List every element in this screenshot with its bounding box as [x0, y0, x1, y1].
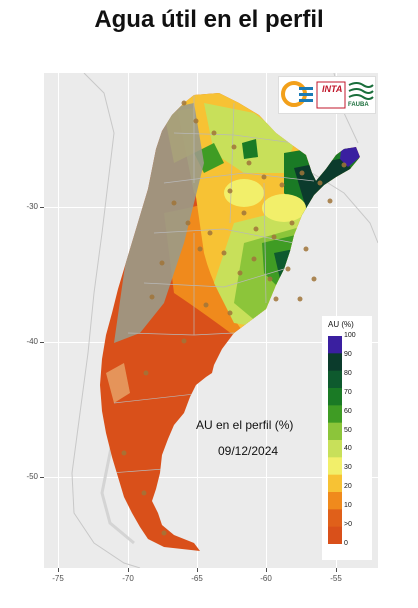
- legend-label: >0: [344, 521, 352, 529]
- x-tick-label: -65: [191, 574, 203, 583]
- x-tick-mark: [336, 568, 337, 572]
- y-tick-mark: [40, 207, 44, 208]
- legend-swatch: [328, 422, 342, 441]
- legend-label: 40: [344, 445, 352, 453]
- x-tick-label: -70: [122, 574, 134, 583]
- page-title: Agua útil en el perfil: [94, 6, 324, 33]
- argentina-map: [71, 73, 378, 568]
- y-tick-mark: [40, 342, 44, 343]
- y-tick-label: -30: [26, 202, 38, 211]
- grid-line: [58, 73, 59, 568]
- x-tick-mark: [58, 568, 59, 572]
- legend-label: 100: [344, 332, 356, 339]
- legend-swatch: [328, 388, 342, 406]
- x-tick-mark: [197, 568, 198, 572]
- fauba-logo-text: FAUBA: [348, 102, 369, 108]
- color-legend: AU (%) 100 90 80 70 60 50 40 30 20 10 >0 0: [322, 316, 372, 560]
- legend-swatch: [328, 457, 342, 476]
- legend-label: 90: [344, 350, 352, 358]
- x-tick-label: -60: [260, 574, 272, 583]
- inta-logo-text: INTA: [322, 84, 343, 94]
- province-boundaries: [109, 95, 315, 474]
- legend-label: 50: [344, 426, 352, 434]
- x-tick-mark: [128, 568, 129, 572]
- legend-swatch: [328, 474, 342, 493]
- legend-swatch: [328, 370, 342, 389]
- map-annotation-title: AU en el perfil (%): [196, 418, 294, 432]
- neighbor-outline: [311, 172, 378, 244]
- y-tick-label: -40: [26, 337, 38, 346]
- legend-label: 70: [344, 388, 352, 396]
- legend-swatch: [328, 353, 342, 372]
- legend-label: 30: [344, 464, 352, 472]
- legend-swatch: [328, 405, 342, 424]
- logo-panel: [278, 76, 376, 114]
- legend-label: 10: [344, 502, 352, 510]
- legend-title: AU (%): [328, 320, 354, 329]
- legend-swatch: [328, 509, 342, 528]
- legend-label: 20: [344, 483, 352, 491]
- legend-label: 80: [344, 369, 352, 377]
- neighbor-outline: [71, 73, 141, 568]
- x-tick-label: -75: [52, 574, 64, 583]
- legend-label: 60: [344, 407, 352, 415]
- legend-label: 0: [344, 540, 348, 547]
- x-tick-label: -55: [330, 574, 342, 583]
- y-tick-mark: [40, 477, 44, 478]
- legend-swatch: [328, 440, 342, 458]
- legend-swatch: [328, 492, 342, 510]
- grid-line: [266, 73, 267, 568]
- legend-swatch: [328, 336, 342, 354]
- station-points: [121, 100, 347, 536]
- map-annotation-date: 09/12/2024: [218, 444, 279, 458]
- grid-line: [44, 477, 378, 478]
- legend-colorbar: [328, 336, 342, 544]
- legend-swatch: [328, 526, 342, 544]
- y-tick-label: -50: [26, 472, 38, 481]
- fauba-logo-icon: [348, 82, 374, 100]
- x-tick-mark: [266, 568, 267, 572]
- logo-graphics: [281, 81, 374, 109]
